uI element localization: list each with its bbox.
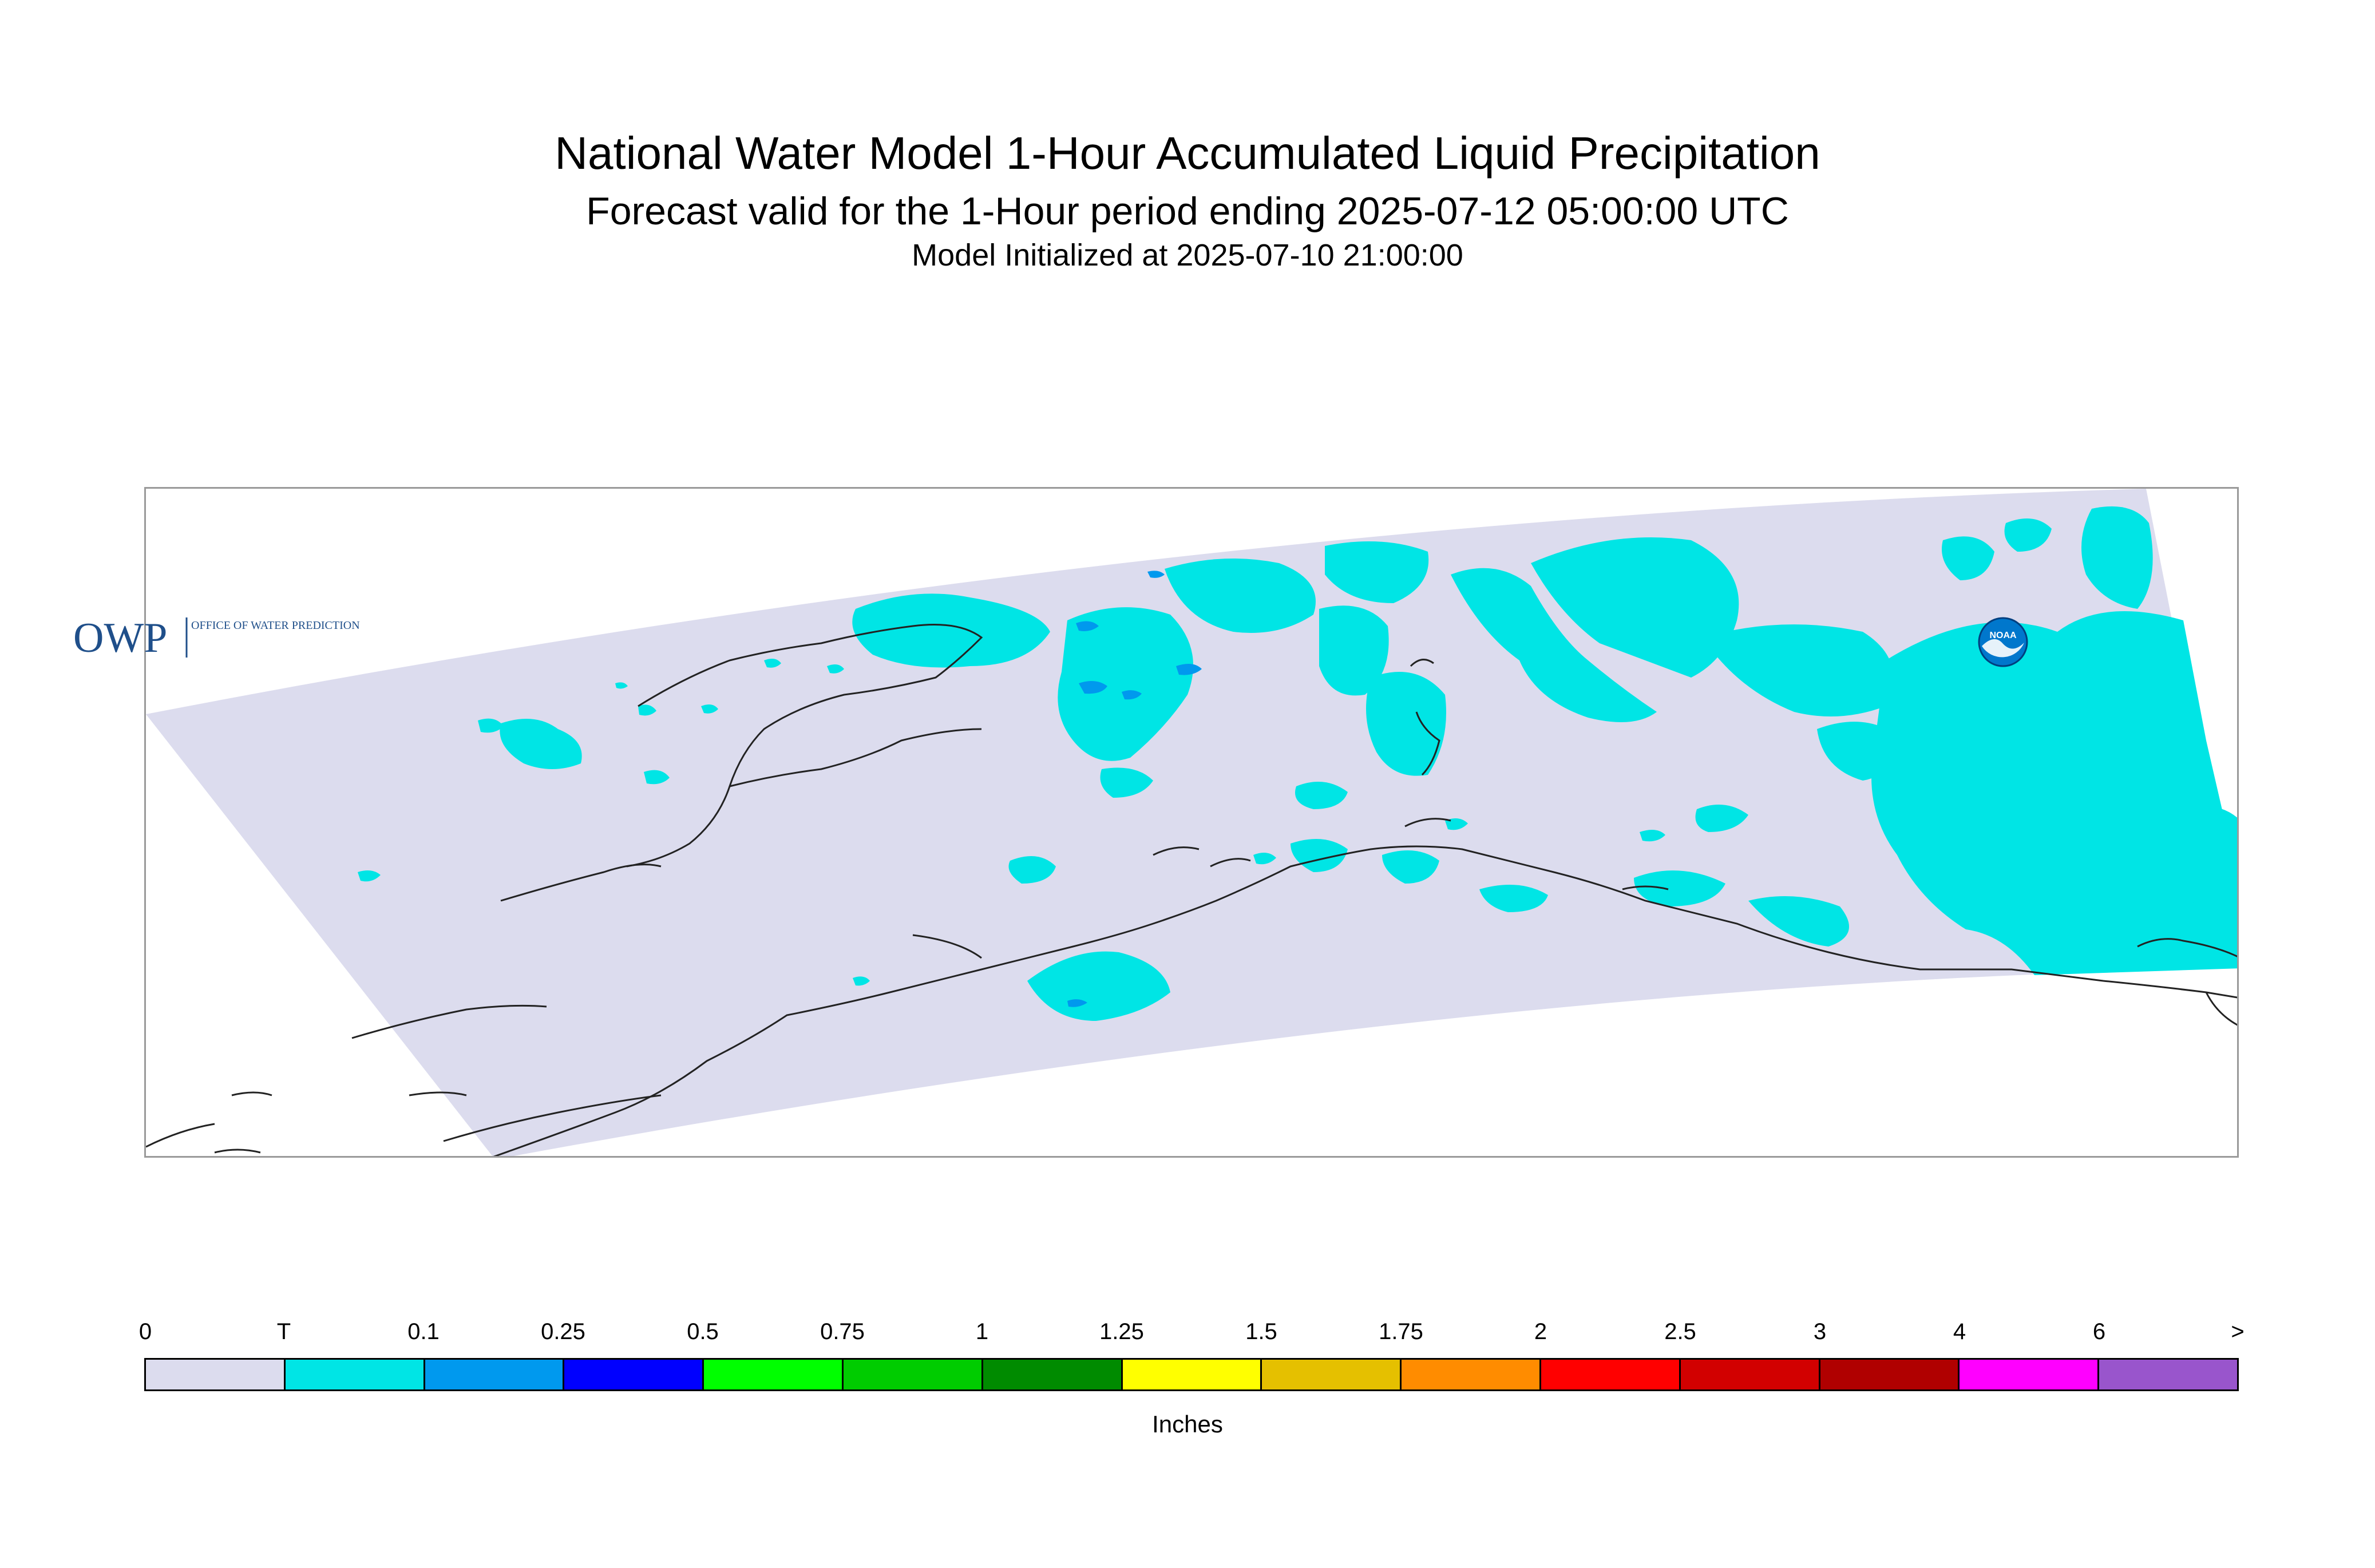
legend-swatch bbox=[2099, 1360, 2237, 1389]
precipitation-map bbox=[144, 487, 2239, 1158]
legend-swatch bbox=[1960, 1360, 2100, 1389]
legend-swatch bbox=[1541, 1360, 1681, 1389]
model-init-time: Model Initialized at 2025-07-10 21:00:00 bbox=[912, 238, 1463, 272]
legend-swatch bbox=[1820, 1360, 1960, 1389]
owp-logo-text: OFFICE OF WATER PREDICTION bbox=[191, 619, 360, 632]
legend-tick-label: 0.5 bbox=[687, 1319, 719, 1344]
legend-swatch bbox=[1402, 1360, 1541, 1389]
legend-tick-label: 1.75 bbox=[1379, 1319, 1423, 1344]
legend-swatch bbox=[1262, 1360, 1402, 1389]
legend-tick-label: 4 bbox=[1953, 1319, 1966, 1344]
legend-swatch bbox=[285, 1360, 425, 1389]
legend-swatch bbox=[1122, 1360, 1262, 1389]
legend-tick-label: 2 bbox=[1534, 1319, 1547, 1344]
light-precip-areas bbox=[1067, 571, 1202, 1007]
noaa-logo: NOAA bbox=[1978, 617, 2028, 667]
legend-swatch bbox=[843, 1360, 983, 1389]
legend-tick-label: 0 bbox=[138, 1319, 152, 1344]
legend-tick-label: > bbox=[2231, 1319, 2245, 1344]
map-canvas bbox=[146, 489, 2237, 1156]
color-scale-legend bbox=[144, 1358, 2239, 1391]
legend-tick-label: 6 bbox=[2092, 1319, 2106, 1344]
legend-units: Inches bbox=[1152, 1411, 1223, 1438]
coastlines bbox=[146, 624, 2237, 1156]
noaa-logo-text: NOAA bbox=[1989, 631, 2017, 640]
legend-tick-label: 1.5 bbox=[1245, 1319, 1277, 1344]
legend-tick-label: 3 bbox=[1813, 1319, 1827, 1344]
legend-swatch bbox=[146, 1360, 286, 1389]
map-title: National Water Model 1-Hour Accumulated … bbox=[555, 128, 1820, 179]
legend-tick-label: 0.1 bbox=[407, 1319, 440, 1344]
owp-logo: OWP OFFICE OF WATER PREDICTION bbox=[73, 615, 360, 660]
legend-tick-label: 0.25 bbox=[541, 1319, 585, 1344]
legend-swatch bbox=[983, 1360, 1123, 1389]
legend-swatch bbox=[425, 1360, 565, 1389]
legend-swatch bbox=[704, 1360, 844, 1389]
legend-tick-label: 0.75 bbox=[820, 1319, 865, 1344]
map-subtitle: Forecast valid for the 1-Hour period end… bbox=[586, 189, 1789, 233]
legend-swatch bbox=[564, 1360, 704, 1389]
legend-tick-label: T bbox=[276, 1319, 291, 1344]
legend-swatch bbox=[1680, 1360, 1820, 1389]
legend-tick-label: 1 bbox=[975, 1319, 989, 1344]
owp-logo-mark: OWP bbox=[73, 615, 167, 660]
trace-precip-areas bbox=[358, 506, 2237, 1021]
legend-tick-label: 1.25 bbox=[1099, 1319, 1144, 1344]
legend-tick-label: 2.5 bbox=[1664, 1319, 1696, 1344]
